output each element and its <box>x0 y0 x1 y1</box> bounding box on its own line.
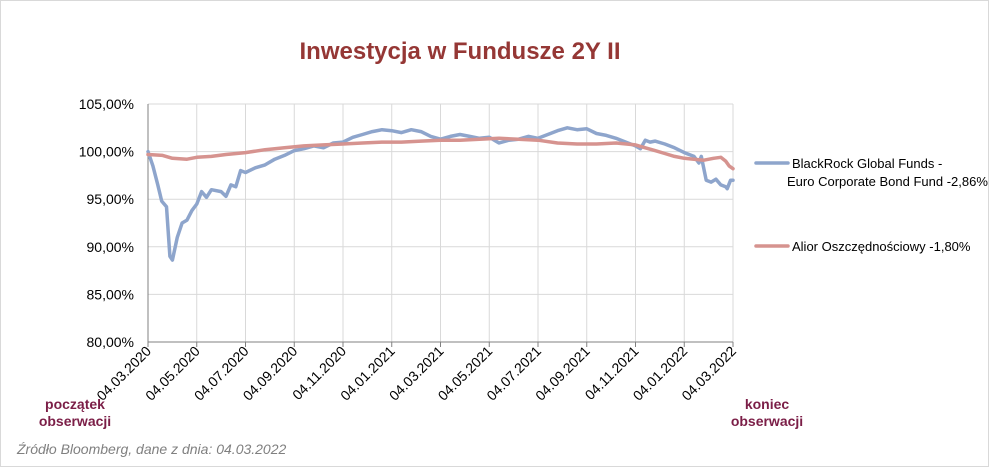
y-tick-label: 90,00% <box>87 239 134 255</box>
y-axis-ticks: 80,00% 85,00% 90,00% 95,00% 100,00% 105,00% <box>79 96 134 350</box>
y-tick-label: 100,00% <box>79 144 134 160</box>
legend-label-2: Alior Oszczędnościowy -1,80% <box>792 239 971 254</box>
chart-title: Inwestycja w Fundusze 2Y II <box>300 38 621 65</box>
y-tick-label: 80,00% <box>87 334 134 350</box>
end-annotation: koniec obserwacji <box>730 396 804 429</box>
legend: BlackRock Global Funds -Euro Corporate B… <box>754 156 988 254</box>
source-note: Źródło Bloomberg, dane z dnia: 04.03.202… <box>17 441 287 457</box>
y-tick-label: 95,00% <box>87 191 134 207</box>
series-lines <box>146 126 735 262</box>
series-line-2 <box>146 136 735 171</box>
x-axis-ticks: 04.03.202004.05.202004.07.202004.09.2020… <box>93 343 739 404</box>
series-line-1 <box>146 126 735 262</box>
y-tick-label: 105,00% <box>79 96 134 112</box>
start-annotation: początek obserwacji <box>38 396 112 429</box>
y-tick-label: 85,00% <box>87 286 134 302</box>
legend-label-1: BlackRock Global Funds -Euro Corporate B… <box>787 156 988 189</box>
